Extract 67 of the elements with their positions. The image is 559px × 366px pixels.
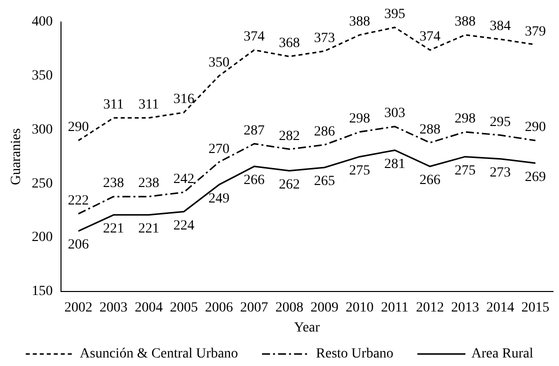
data-label: 290 — [68, 120, 89, 136]
data-label: 273 — [490, 166, 511, 181]
y-axis-title: Guaranies — [9, 128, 24, 186]
x-tick-label: 2012 — [416, 300, 444, 316]
legend-label: Asunción & Central Urbano — [80, 346, 238, 362]
x-tick-label: 2007 — [240, 300, 268, 316]
data-label: 379 — [524, 24, 546, 40]
data-label: 275 — [454, 163, 476, 178]
data-label: 311 — [103, 98, 124, 113]
data-label: 373 — [314, 30, 335, 46]
x-tick-label: 2006 — [205, 300, 234, 316]
legend-label: Resto Urbano — [316, 346, 394, 362]
x-tick-label: 2008 — [275, 300, 304, 316]
data-label: 266 — [244, 173, 265, 188]
data-label: 242 — [173, 172, 194, 187]
data-label: 269 — [524, 170, 546, 185]
data-label: 249 — [208, 191, 230, 206]
y-tick-label: 350 — [32, 68, 53, 84]
data-label: 298 — [454, 112, 476, 127]
data-label: 275 — [349, 163, 370, 178]
data-label: 287 — [244, 123, 265, 138]
y-tick-label: 200 — [32, 230, 53, 246]
x-tick-label: 2010 — [346, 300, 374, 316]
data-label: 224 — [173, 218, 194, 234]
data-label: 298 — [349, 112, 370, 127]
x-tick-label: 2014 — [486, 300, 514, 316]
data-label: 281 — [384, 156, 406, 172]
data-label: 295 — [490, 114, 511, 130]
data-label: 238 — [103, 176, 124, 192]
x-tick-label: 2005 — [170, 300, 198, 316]
data-label: 311 — [138, 98, 159, 113]
data-label: 388 — [454, 14, 476, 30]
data-label: 374 — [419, 30, 440, 45]
y-tick-label: 300 — [32, 122, 53, 138]
data-label: 221 — [138, 222, 160, 237]
data-label: 316 — [173, 92, 194, 108]
data-label: 288 — [419, 122, 440, 138]
y-tick-label: 400 — [32, 14, 53, 30]
data-label: 266 — [419, 173, 440, 188]
x-axis-title: Year — [294, 320, 320, 336]
data-label: 388 — [349, 14, 370, 30]
data-label: 395 — [384, 7, 406, 22]
legend-label: Area Rural — [471, 346, 534, 362]
data-label: 282 — [278, 128, 300, 144]
data-label: 265 — [314, 174, 335, 190]
data-label: 222 — [68, 193, 89, 208]
data-label: 270 — [208, 142, 230, 157]
data-label: 384 — [490, 18, 511, 34]
x-tick-label: 2003 — [100, 300, 128, 316]
data-label: 238 — [138, 176, 160, 192]
x-tick-label: 2004 — [134, 300, 163, 316]
x-tick-label: 2015 — [521, 300, 550, 316]
x-tick-label: 2013 — [451, 300, 480, 316]
y-tick-label: 250 — [32, 176, 53, 192]
data-label: 286 — [314, 124, 335, 140]
x-tick-label: 2002 — [64, 300, 92, 316]
data-label: 374 — [244, 30, 265, 45]
data-label: 221 — [103, 222, 124, 237]
data-label: 290 — [524, 120, 546, 136]
data-label: 350 — [208, 56, 230, 71]
x-tick-label: 2009 — [310, 300, 338, 316]
data-label: 368 — [278, 36, 300, 52]
data-label: 262 — [278, 177, 300, 192]
x-tick-label: 2011 — [381, 300, 409, 316]
data-label: 206 — [68, 238, 89, 253]
y-tick-label: 150 — [32, 284, 53, 300]
data-label: 303 — [384, 106, 406, 122]
